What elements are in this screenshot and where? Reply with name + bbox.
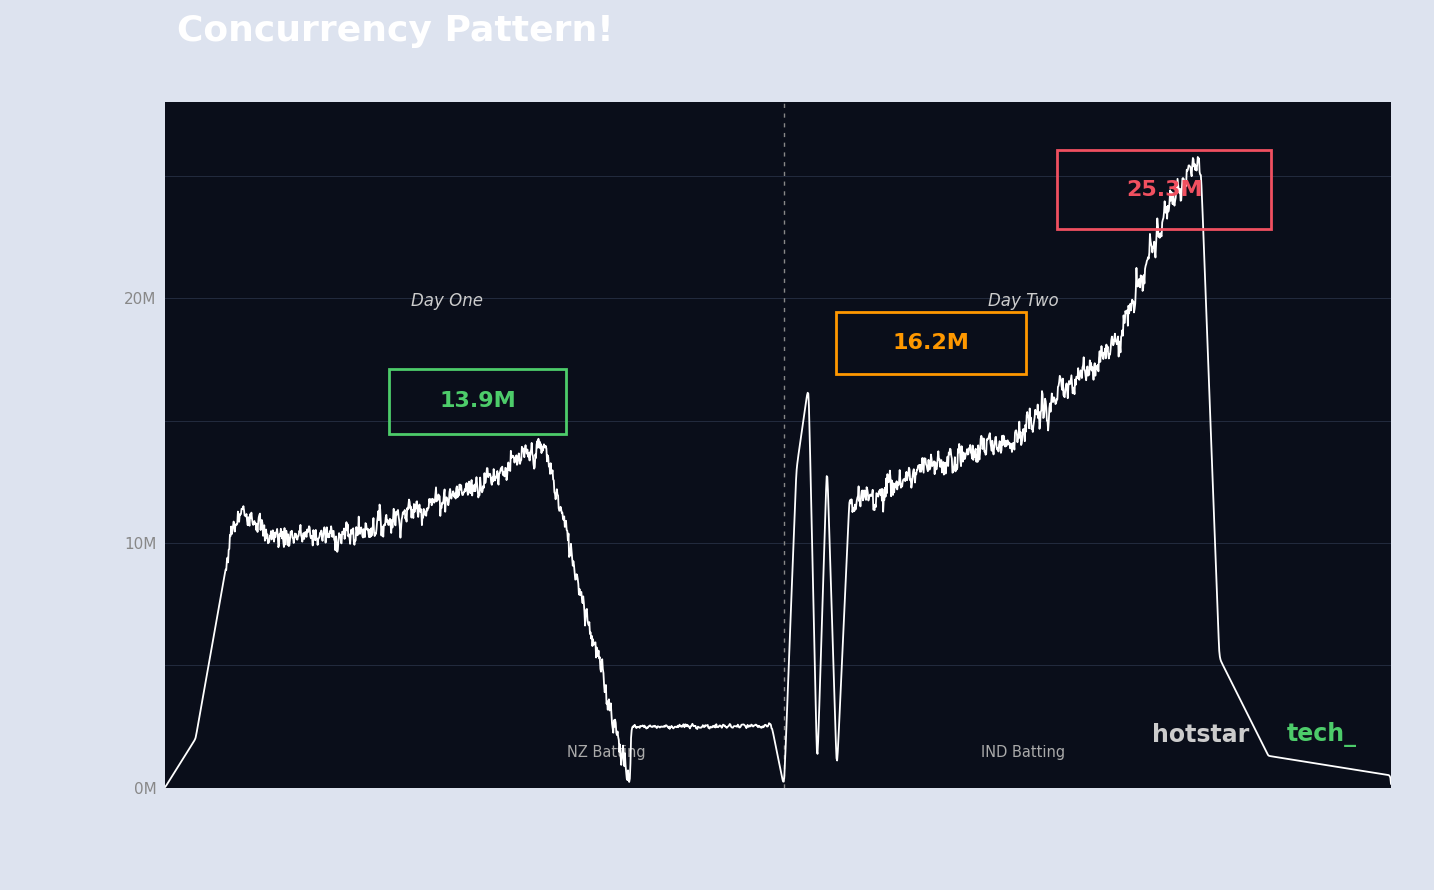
Text: Concurrency Pattern!: Concurrency Pattern! xyxy=(178,13,614,47)
Text: tech_: tech_ xyxy=(1286,722,1357,747)
Text: IND Batting: IND Batting xyxy=(981,745,1065,760)
Text: 25.3M: 25.3M xyxy=(1126,180,1203,199)
Text: NZ Batting: NZ Batting xyxy=(566,745,645,760)
Text: 16.2M: 16.2M xyxy=(893,333,969,353)
Text: Day Two: Day Two xyxy=(988,292,1058,310)
Text: hotstar: hotstar xyxy=(1152,723,1249,747)
Text: 13.9M: 13.9M xyxy=(439,392,516,411)
Text: Day One: Day One xyxy=(412,292,483,310)
